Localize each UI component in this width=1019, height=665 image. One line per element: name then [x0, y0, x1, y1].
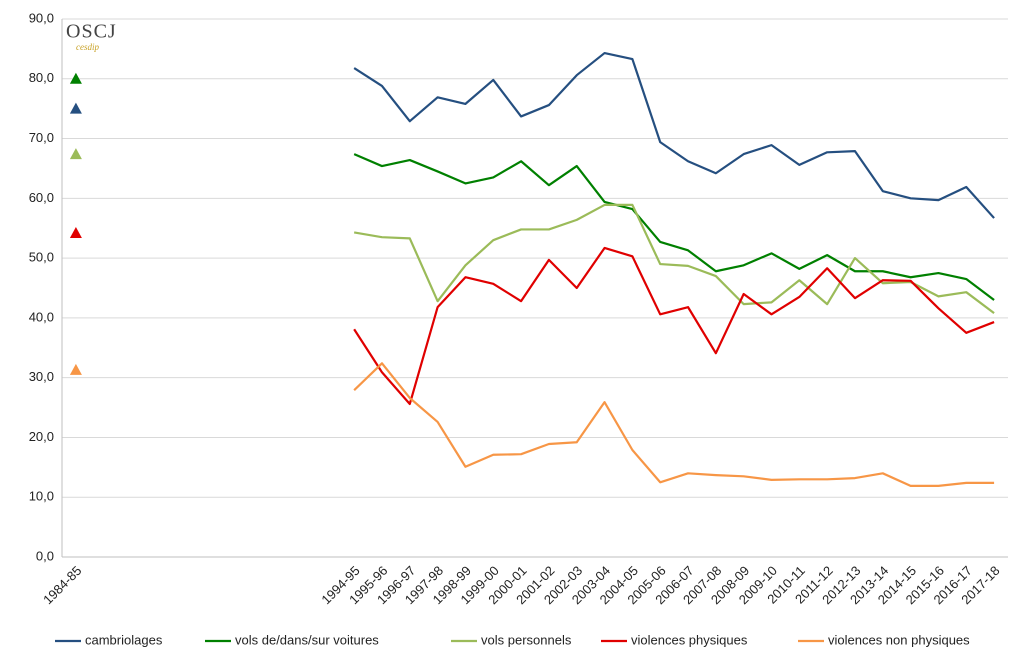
y-tick-label: 10,0 [29, 489, 54, 504]
series-line [353, 51, 995, 219]
legend-label: violences physiques [631, 632, 748, 647]
y-tick-label: 90,0 [29, 10, 54, 25]
logo-title: OSCJ [66, 21, 117, 43]
point-marker [69, 102, 82, 114]
legend-label: vols de/dans/sur voitures [235, 632, 379, 647]
point-marker [69, 148, 82, 160]
y-tick-label: 30,0 [29, 369, 54, 384]
series-line [353, 362, 995, 487]
legend-label: cambriolages [85, 632, 163, 647]
y-tick-label: 20,0 [29, 429, 54, 444]
logo-subtitle: cesdip [76, 42, 99, 52]
point-marker [69, 72, 82, 84]
point-marker [69, 363, 82, 375]
series-line [353, 246, 995, 406]
series-line [353, 153, 995, 301]
legend-label: vols personnels [481, 632, 572, 647]
y-tick-label: 70,0 [29, 130, 54, 145]
series-line [353, 203, 995, 314]
y-tick-label: 40,0 [29, 309, 54, 324]
point-marker [69, 227, 82, 239]
y-tick-label: 50,0 [29, 250, 54, 265]
legend-label: violences non physiques [828, 632, 970, 647]
y-tick-label: 60,0 [29, 190, 54, 205]
y-tick-label: 0,0 [36, 548, 54, 563]
y-tick-label: 80,0 [29, 70, 54, 85]
x-tick-label: 1984-85 [40, 563, 84, 607]
